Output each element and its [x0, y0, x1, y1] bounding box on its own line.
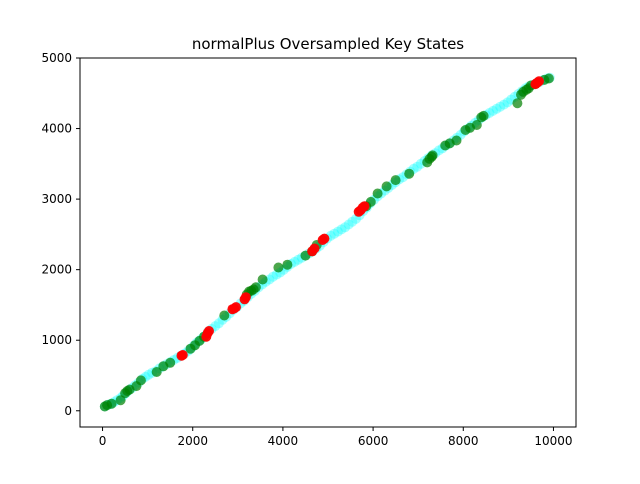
data-point [372, 188, 383, 199]
data-point [319, 233, 330, 244]
data-point [268, 271, 278, 282]
data-point [502, 97, 513, 108]
data-point [177, 350, 188, 360]
data-point [115, 395, 126, 406]
data-point [412, 161, 423, 172]
data-point [143, 369, 154, 380]
series-2 [176, 76, 544, 361]
x-tick-label: 10000 [534, 434, 572, 448]
data-layer [99, 72, 555, 412]
data-point [343, 219, 354, 230]
data-point [347, 216, 358, 227]
data-point [293, 254, 304, 265]
data-point [471, 120, 482, 130]
chart-title: normalPlus Oversampled Key States [192, 35, 464, 53]
x-tick-label: 0 [99, 434, 107, 448]
data-point [165, 357, 176, 368]
data-point [451, 135, 462, 146]
data-point [534, 76, 544, 87]
x-tick-label: 8000 [448, 434, 479, 448]
data-point [491, 103, 502, 114]
data-point [512, 98, 523, 109]
data-point [151, 367, 162, 377]
data-point [336, 224, 347, 235]
x-tick-label: 2000 [177, 434, 208, 448]
y-tick-label: 5000 [41, 51, 72, 65]
data-point [257, 274, 268, 285]
plot-frame [79, 57, 577, 428]
y-tick-label: 4000 [41, 122, 72, 136]
data-point [309, 243, 320, 254]
data-point [381, 181, 392, 192]
data-point [340, 222, 351, 233]
data-point [488, 105, 498, 116]
data-point [478, 110, 489, 121]
y-tick-label: 1000 [41, 333, 72, 347]
data-point [240, 292, 251, 303]
x-tick-label: 6000 [358, 434, 389, 448]
data-point [359, 201, 370, 212]
data-point [282, 259, 293, 270]
data-point [231, 302, 241, 313]
data-point [250, 282, 261, 293]
data-point [329, 228, 340, 239]
data-point [495, 101, 506, 112]
data-point [427, 150, 438, 161]
data-point [543, 73, 554, 84]
y-tick-label: 0 [64, 404, 72, 418]
data-point [390, 175, 401, 186]
data-point [106, 398, 117, 409]
data-point [204, 326, 214, 336]
data-point [219, 310, 230, 321]
data-point [332, 226, 343, 237]
data-point [498, 99, 509, 110]
data-point [213, 318, 224, 329]
y-tick-label: 3000 [41, 192, 72, 206]
data-point [135, 375, 146, 386]
x-tick-label: 4000 [268, 434, 299, 448]
data-point [404, 168, 415, 179]
y-tick-label: 2000 [41, 263, 72, 277]
data-point [273, 262, 284, 273]
x-axis: 0 2000 4000 6000 8000 10000 [99, 427, 573, 448]
y-axis: 0 1000 2000 3000 4000 5000 [41, 51, 80, 418]
